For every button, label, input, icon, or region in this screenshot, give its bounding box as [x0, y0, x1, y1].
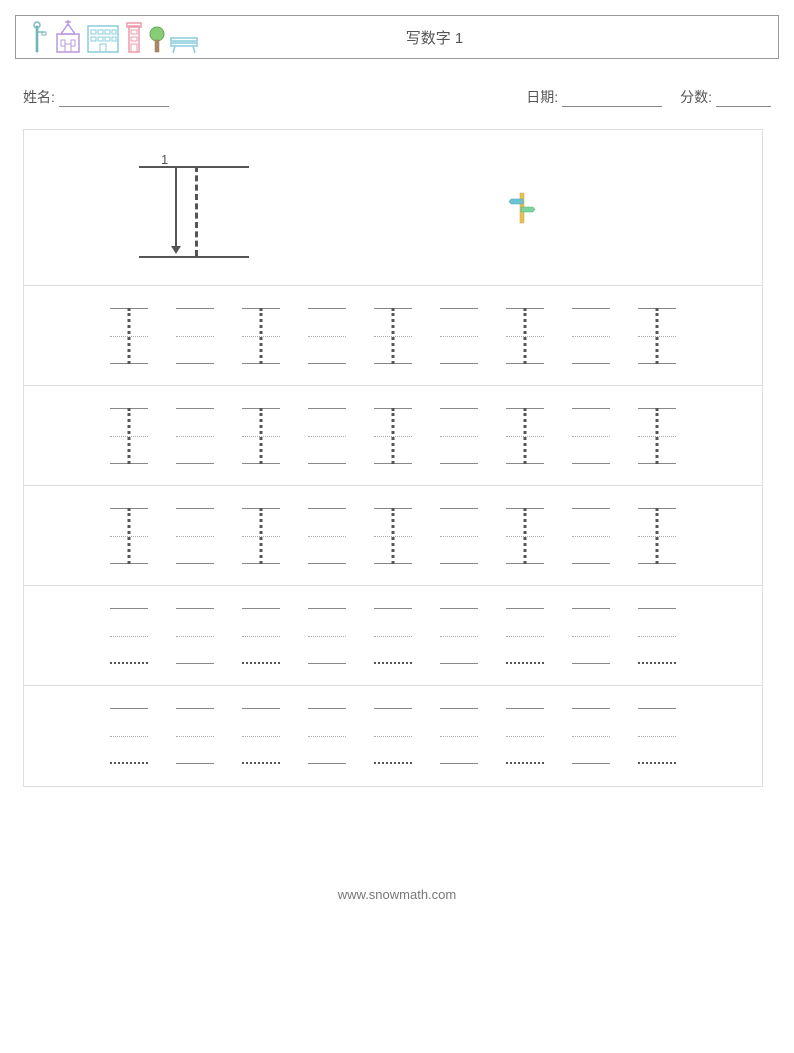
- practice-cell[interactable]: [374, 308, 412, 364]
- practice-cell[interactable]: [638, 508, 676, 564]
- stroke-guide: 1: [139, 158, 249, 258]
- practice-cell[interactable]: [440, 508, 478, 564]
- worksheet-title: 写数字 1: [199, 27, 770, 48]
- practice-cell[interactable]: [176, 608, 214, 664]
- signpost-icon: [509, 191, 535, 225]
- practice-cell[interactable]: [506, 708, 544, 764]
- practice-cell[interactable]: [440, 308, 478, 364]
- tree-icon: [148, 20, 166, 54]
- practice-cell[interactable]: [638, 708, 676, 764]
- practice-cell[interactable]: [110, 408, 148, 464]
- practice-cell[interactable]: [374, 708, 412, 764]
- practice-cell[interactable]: [242, 508, 280, 564]
- worksheet: 1: [23, 129, 763, 787]
- practice-cell[interactable]: [242, 608, 280, 664]
- footer-url: www.snowmath.com: [15, 887, 779, 902]
- practice-cell[interactable]: [308, 508, 346, 564]
- practice-cell[interactable]: [506, 408, 544, 464]
- church-icon: [53, 20, 83, 54]
- practice-cell[interactable]: [308, 408, 346, 464]
- name-field[interactable]: [59, 87, 169, 107]
- practice-cell[interactable]: [176, 408, 214, 464]
- trace-row: [24, 686, 762, 786]
- practice-cell[interactable]: [572, 408, 610, 464]
- practice-cell[interactable]: [176, 508, 214, 564]
- practice-cell[interactable]: [242, 408, 280, 464]
- practice-cell[interactable]: [242, 708, 280, 764]
- trace-row: [24, 486, 762, 586]
- practice-cell[interactable]: [242, 308, 280, 364]
- office-icon: [86, 20, 120, 54]
- info-row: 姓名: 日期: 分数:: [15, 87, 779, 107]
- practice-cell[interactable]: [110, 608, 148, 664]
- date-label: 日期:: [526, 87, 558, 107]
- header-icons: [24, 20, 199, 54]
- practice-cell[interactable]: [440, 408, 478, 464]
- score-field[interactable]: [716, 87, 771, 107]
- trace-row: [24, 586, 762, 686]
- bench-icon: [169, 34, 199, 54]
- header-box: 写数字 1: [15, 15, 779, 59]
- practice-cell[interactable]: [110, 308, 148, 364]
- streetlight-icon: [24, 20, 50, 54]
- practice-cell[interactable]: [638, 408, 676, 464]
- practice-cell[interactable]: [638, 608, 676, 664]
- practice-cell[interactable]: [506, 508, 544, 564]
- practice-cell[interactable]: [572, 308, 610, 364]
- practice-cell[interactable]: [110, 708, 148, 764]
- practice-cell[interactable]: [572, 508, 610, 564]
- practice-cell[interactable]: [308, 608, 346, 664]
- practice-cell[interactable]: [176, 308, 214, 364]
- practice-cell[interactable]: [506, 608, 544, 664]
- name-label: 姓名:: [23, 87, 55, 107]
- practice-cell[interactable]: [374, 508, 412, 564]
- stroke-number: 1: [161, 152, 168, 167]
- practice-cell[interactable]: [440, 608, 478, 664]
- practice-cell[interactable]: [374, 408, 412, 464]
- trace-row: [24, 286, 762, 386]
- practice-cell[interactable]: [506, 308, 544, 364]
- practice-cell[interactable]: [638, 308, 676, 364]
- stroke-arrow-icon: [175, 166, 177, 252]
- practice-cell[interactable]: [572, 708, 610, 764]
- practice-cell[interactable]: [176, 708, 214, 764]
- date-field[interactable]: [562, 87, 662, 107]
- practice-cell[interactable]: [440, 708, 478, 764]
- practice-cell[interactable]: [374, 608, 412, 664]
- tower-icon: [123, 20, 145, 54]
- practice-cell[interactable]: [110, 508, 148, 564]
- score-label: 分数:: [680, 87, 712, 107]
- practice-cell[interactable]: [572, 608, 610, 664]
- practice-cell[interactable]: [308, 708, 346, 764]
- practice-cell[interactable]: [308, 308, 346, 364]
- trace-row: [24, 386, 762, 486]
- demo-row: 1: [24, 130, 762, 286]
